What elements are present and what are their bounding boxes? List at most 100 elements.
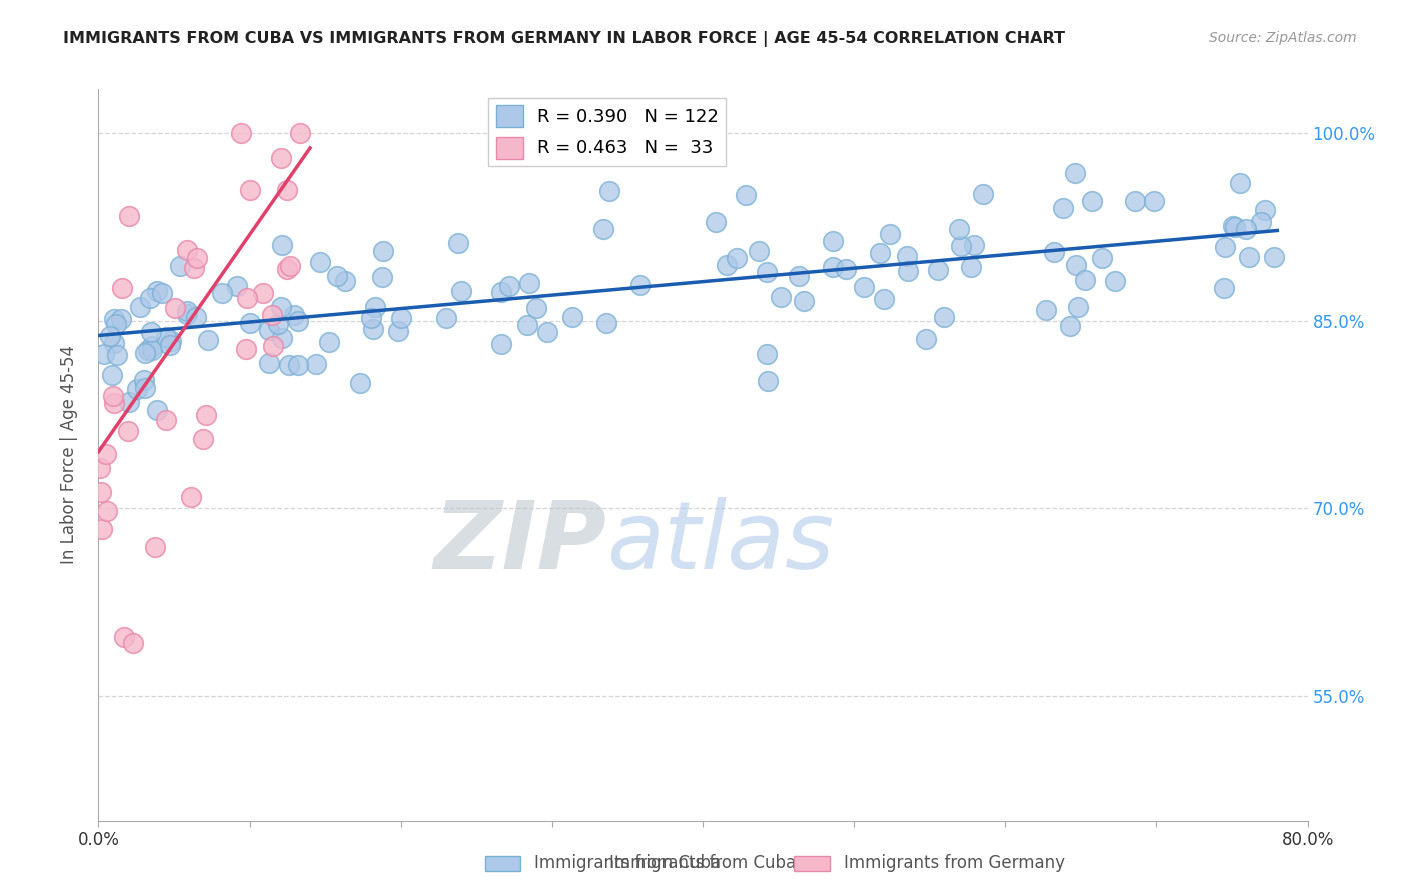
- Point: [139, 325, 162, 339]
- Point: [1059, 318, 1081, 333]
- Point: [1067, 300, 1090, 314]
- Point: [789, 268, 811, 283]
- Point: [129, 301, 152, 315]
- Text: Immigrants from Cuba: Immigrants from Cuba: [609, 855, 797, 872]
- Point: [756, 374, 779, 388]
- Point: [278, 260, 301, 274]
- Point: [1143, 194, 1166, 209]
- Point: [252, 286, 274, 301]
- Point: [972, 186, 994, 201]
- Point: [197, 333, 219, 347]
- Point: [517, 276, 540, 290]
- Point: [259, 323, 281, 337]
- Point: [236, 292, 259, 306]
- Y-axis label: In Labor Force | Age 45-54: In Labor Force | Age 45-54: [59, 345, 77, 565]
- Point: [146, 402, 169, 417]
- Point: [561, 310, 583, 325]
- Point: [94, 446, 117, 460]
- Point: [180, 490, 202, 504]
- Point: [1213, 281, 1236, 295]
- Point: [155, 413, 177, 427]
- Text: Immigrants from Germany: Immigrants from Germany: [844, 855, 1064, 872]
- Point: [491, 285, 513, 299]
- Text: ZIP: ZIP: [433, 497, 606, 589]
- Point: [364, 300, 387, 314]
- Point: [98, 328, 121, 343]
- Point: [1229, 176, 1251, 190]
- Point: [361, 322, 384, 336]
- Point: [257, 356, 280, 370]
- Point: [195, 408, 218, 422]
- Point: [1222, 219, 1244, 233]
- Point: [101, 389, 124, 403]
- Point: [231, 126, 253, 140]
- Point: [103, 336, 125, 351]
- Point: [165, 301, 187, 316]
- Point: [262, 339, 284, 353]
- Point: [176, 243, 198, 257]
- Point: [1213, 240, 1236, 254]
- Point: [308, 254, 330, 268]
- Point: [963, 238, 986, 252]
- Point: [271, 331, 294, 345]
- Point: [387, 324, 409, 338]
- Point: [335, 274, 357, 288]
- Point: [1250, 215, 1272, 229]
- Point: [434, 310, 457, 325]
- Point: [114, 630, 136, 644]
- Point: [821, 260, 844, 274]
- Point: [211, 285, 233, 300]
- Point: [186, 252, 208, 266]
- Point: [141, 343, 163, 357]
- Point: [592, 222, 614, 236]
- Point: [127, 382, 149, 396]
- Point: [1104, 274, 1126, 288]
- Point: [103, 312, 125, 326]
- Point: [896, 250, 918, 264]
- Point: [104, 317, 127, 331]
- Point: [90, 522, 112, 536]
- Point: [134, 381, 156, 395]
- Point: [755, 264, 778, 278]
- Point: [360, 310, 382, 325]
- Point: [915, 332, 938, 346]
- Text: IMMIGRANTS FROM CUBA VS IMMIGRANTS FROM GERMANY IN LABOR FORCE | AGE 45-54 CORRE: IMMIGRANTS FROM CUBA VS IMMIGRANTS FROM …: [63, 31, 1066, 47]
- Point: [100, 368, 122, 382]
- Point: [159, 338, 181, 352]
- Point: [225, 279, 247, 293]
- Point: [276, 183, 298, 197]
- Text: Source: ZipAtlas.com: Source: ZipAtlas.com: [1209, 31, 1357, 45]
- Point: [389, 310, 412, 325]
- Point: [117, 394, 139, 409]
- Point: [756, 347, 779, 361]
- Legend: R = 0.390   N = 122, R = 0.463   N =  33: R = 0.390 N = 122, R = 0.463 N = 33: [488, 98, 725, 166]
- Point: [852, 280, 875, 294]
- Point: [105, 348, 128, 362]
- Point: [716, 258, 738, 272]
- Point: [270, 300, 292, 314]
- Point: [139, 292, 162, 306]
- Point: [184, 310, 207, 324]
- Point: [141, 339, 163, 353]
- Point: [526, 301, 548, 316]
- Point: [191, 432, 214, 446]
- Point: [118, 210, 141, 224]
- Point: [326, 268, 349, 283]
- Point: [117, 424, 139, 438]
- Point: [960, 260, 983, 274]
- Point: [793, 294, 815, 309]
- Point: [287, 314, 309, 328]
- Point: [1263, 250, 1285, 264]
- Point: [1035, 303, 1057, 318]
- Point: [176, 307, 198, 321]
- Point: [121, 636, 143, 650]
- Point: [1223, 220, 1246, 235]
- Point: [821, 234, 844, 248]
- Text: atlas: atlas: [606, 497, 835, 588]
- Point: [103, 396, 125, 410]
- Point: [239, 183, 262, 197]
- Point: [270, 238, 292, 252]
- Point: [897, 264, 920, 278]
- Point: [1237, 250, 1260, 264]
- Point: [948, 221, 970, 235]
